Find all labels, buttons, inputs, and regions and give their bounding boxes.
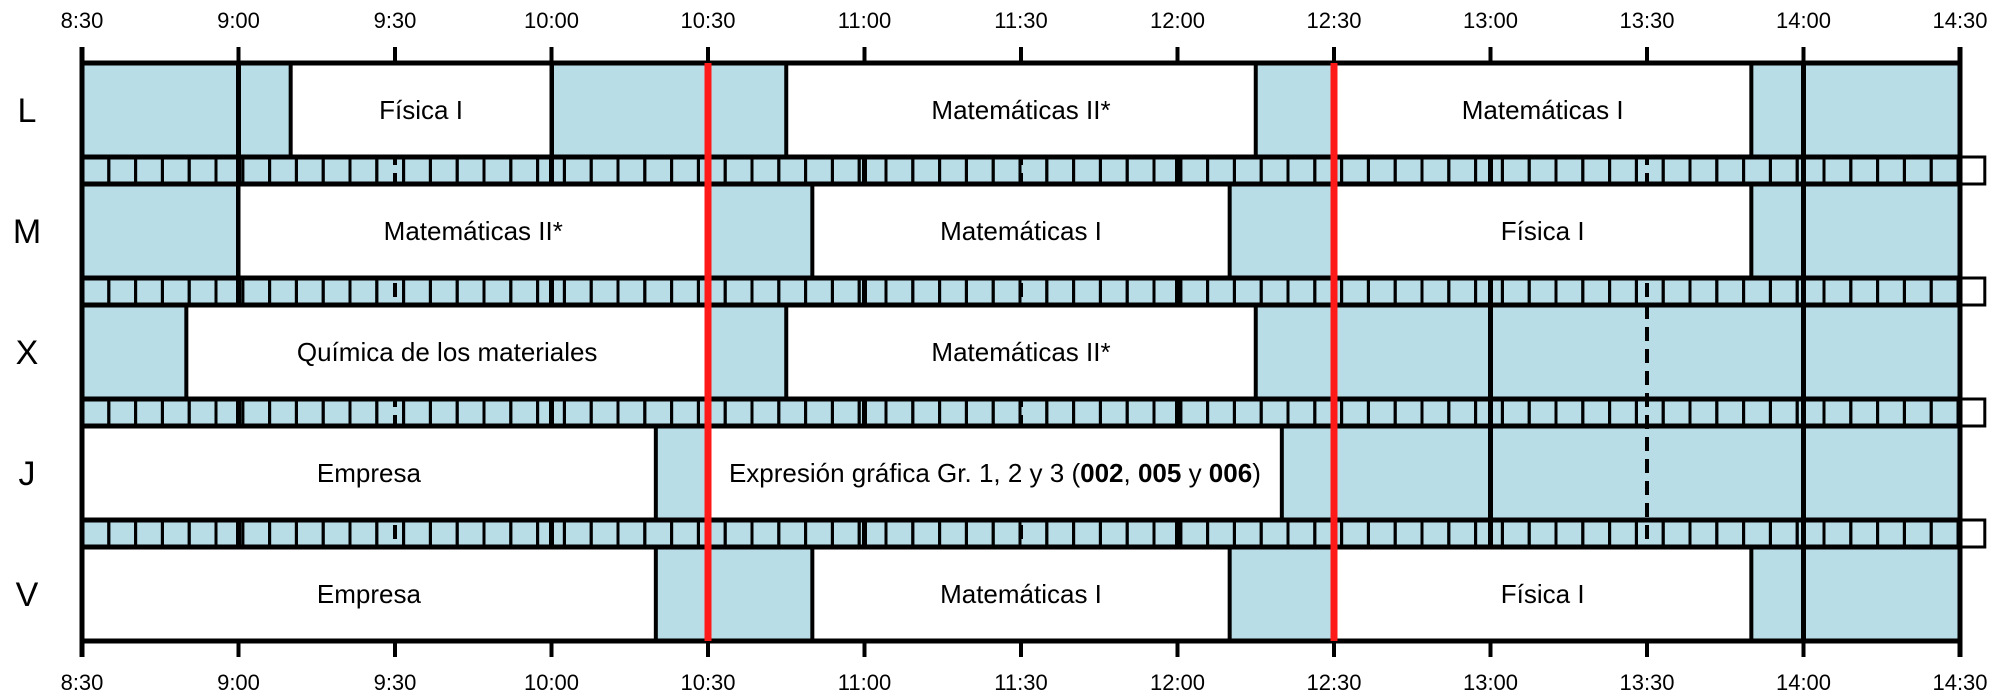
class-block-fill <box>1334 186 1752 276</box>
class-block-fill <box>812 549 1230 639</box>
time-label-top: 9:00 <box>217 8 260 33</box>
class-name: Física I <box>1501 216 1585 246</box>
time-label-bottom: 10:00 <box>524 670 579 695</box>
time-label-top: 13:00 <box>1463 8 1518 33</box>
class-name: Matemáticas I <box>940 579 1102 609</box>
time-label-bottom: 12:30 <box>1306 670 1361 695</box>
class-name: Matemáticas II* <box>931 337 1110 367</box>
time-label-bottom: 9:30 <box>374 670 417 695</box>
time-label-bottom: 11:00 <box>838 670 891 695</box>
time-label-bottom: 14:30 <box>1932 670 1987 695</box>
time-label-top: 12:30 <box>1306 8 1361 33</box>
class-block-fill <box>708 428 1282 518</box>
time-label-bottom: 10:30 <box>680 670 735 695</box>
time-label-bottom: 13:00 <box>1463 670 1518 695</box>
day-label-l: L <box>18 92 37 130</box>
class-name: Matemáticas I <box>940 216 1102 246</box>
time-label-top: 12:00 <box>1150 8 1205 33</box>
class-name: Física I <box>1501 579 1585 609</box>
day-label-j: J <box>19 455 36 493</box>
time-label-top: 8:30 <box>61 8 104 33</box>
class-name: Física I <box>379 95 463 125</box>
class-name: Expresión gráfica Gr. 1, 2 y 3 (002, 005… <box>729 458 1261 488</box>
class-block-fill <box>238 186 708 276</box>
time-label-bottom: 14:00 <box>1776 670 1831 695</box>
class-block-fill <box>812 186 1230 276</box>
time-label-bottom: 8:30 <box>61 670 104 695</box>
time-label-bottom: 9:00 <box>217 670 260 695</box>
class-name: Matemáticas I <box>1462 95 1624 125</box>
day-label-v: V <box>16 576 39 614</box>
time-label-top: 10:30 <box>680 8 735 33</box>
time-label-top: 13:30 <box>1619 8 1674 33</box>
time-label-top: 11:30 <box>994 8 1047 33</box>
class-block-fill <box>786 65 1256 155</box>
class-name: Empresa <box>317 579 422 609</box>
time-label-bottom: 11:30 <box>994 670 1047 695</box>
class-name: Matemáticas II* <box>384 216 563 246</box>
day-label-x: X <box>16 334 39 372</box>
class-block-fill <box>1334 549 1752 639</box>
time-label-top: 14:00 <box>1776 8 1831 33</box>
time-label-bottom: 13:30 <box>1619 670 1674 695</box>
class-block-fill <box>1334 65 1752 155</box>
time-label-top: 11:00 <box>838 8 891 33</box>
class-name: Empresa <box>317 458 422 488</box>
time-label-top: 9:30 <box>374 8 417 33</box>
class-block-fill <box>82 428 656 518</box>
class-block-fill <box>786 307 1256 397</box>
class-name: Química de los materiales <box>297 337 598 367</box>
class-block-fill <box>290 65 552 155</box>
class-name: Matemáticas II* <box>931 95 1110 125</box>
time-label-top: 14:30 <box>1932 8 1987 33</box>
time-label-top: 10:00 <box>524 8 579 33</box>
class-block-fill <box>82 549 656 639</box>
class-block-fill <box>186 307 709 397</box>
day-label-m: M <box>13 213 41 251</box>
time-label-bottom: 12:00 <box>1150 670 1205 695</box>
